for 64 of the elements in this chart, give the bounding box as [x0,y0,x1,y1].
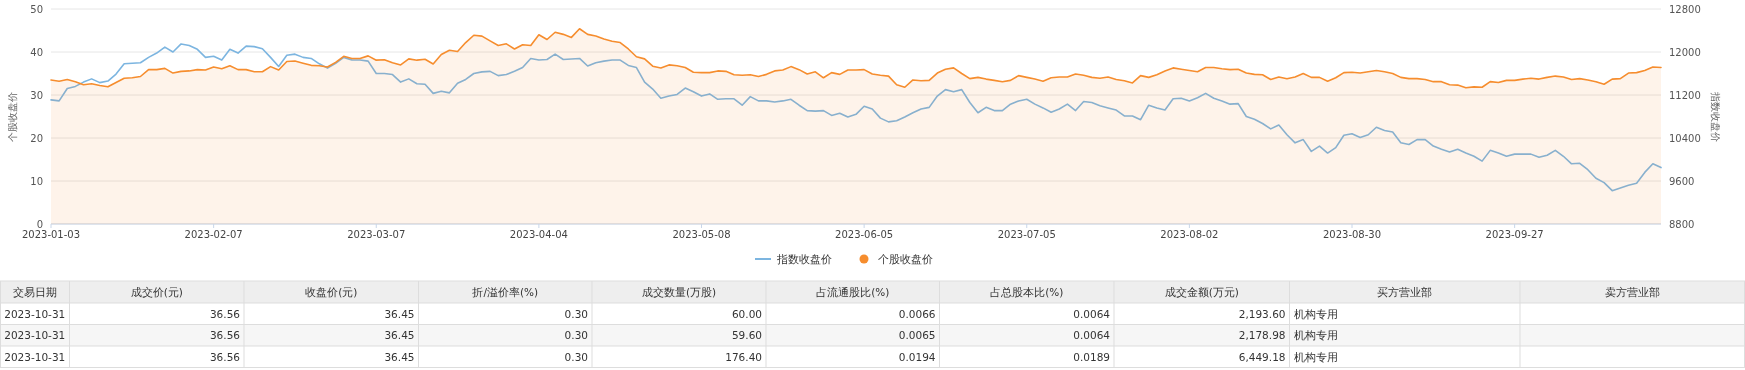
text: 60.00 [731,307,762,320]
category-label: 收盘价(元) [305,286,358,298]
category-label: 交易日期 [12,286,57,298]
line-series [50,43,1662,192]
category-label: 成交金额(万元) [1164,286,1239,298]
y2-tick-label: 12000 [1669,47,1701,58]
y2-axis-title: 指数收盘价 [1710,90,1721,142]
text: 机构专用 [1293,329,1338,341]
x-tick-label: 2023-04-04 [509,229,568,240]
y2-tick-label: 11200 [1669,90,1701,101]
x-tick-label: 2023-07-05 [997,229,1056,240]
text: 机构专用 [1293,307,1338,320]
text: 6,449.18 [1238,350,1286,363]
text: 0.0194 [898,350,936,363]
text: 机构专用 [1293,350,1338,363]
text: 0.0189 [1073,350,1110,363]
x-tick-label: 2023-08-30 [1322,229,1382,240]
y2-tick-label: 12800 [1669,4,1701,15]
text: 0.30 [564,329,588,341]
legend-label: 指数收盘价 [776,253,832,266]
y2-tick-label: 8800 [1669,219,1695,230]
x-tick-label: 2023-03-07 [347,229,406,240]
y-tick-label: 0 [36,219,43,230]
x-tick-label: 2023-02-07 [184,229,243,240]
y-tick-label: 20 [30,133,43,144]
text: 0.0065 [898,329,936,341]
y-tick-label: 50 [30,4,43,15]
category-label: 折/溢价率(%) [472,286,539,298]
x-tick-label: 2023-06-05 [835,229,894,240]
text: 0.0066 [898,307,936,320]
text: 2023-10-31 [4,307,66,320]
text: 2,178.98 [1238,329,1286,341]
text: 2,193.60 [1238,307,1286,320]
x-tick-label: 2023-09-27 [1485,229,1544,240]
category-label: 买方营业部 [1377,286,1433,298]
text: 0.0064 [1073,329,1111,341]
text: 36.56 [209,329,241,341]
category-label: 占流通股比(%) [816,286,890,298]
x-tick-label: 2023-08-02 [1160,229,1219,240]
y2-tick-label: 9600 [1669,176,1695,187]
legend-label: 个股收盘价 [878,253,933,266]
text: 36.45 [384,307,415,320]
x-tick-label: 2023-05-08 [672,229,731,240]
y-tick-label: 40 [30,47,43,58]
text: 36.56 [209,307,241,320]
text: 176.40 [725,350,762,363]
y2-tick-label: 10400 [1669,133,1701,144]
category-label: 成交价(元) [130,286,183,298]
text: 36.56 [209,350,241,363]
text: 2023-10-31 [4,329,66,341]
y-axis-title: 个股收盘价 [7,91,18,142]
text: 0.0064 [1073,307,1111,320]
text: 0.30 [564,307,588,320]
category-label: 卖方营业部 [1605,286,1660,298]
y-tick-label: 10 [30,176,43,187]
text: 36.45 [384,329,415,341]
text: 2023-10-31 [4,350,66,363]
text: 0.30 [564,350,588,363]
category-label: 占总股本比(%) [990,286,1064,298]
text: 36.45 [384,350,415,363]
x-tick-label: 2023-01-03 [21,229,81,240]
y-tick-label: 30 [30,90,43,101]
text: 59.60 [731,329,762,341]
category-label: 成交数量(万股) [641,286,717,298]
